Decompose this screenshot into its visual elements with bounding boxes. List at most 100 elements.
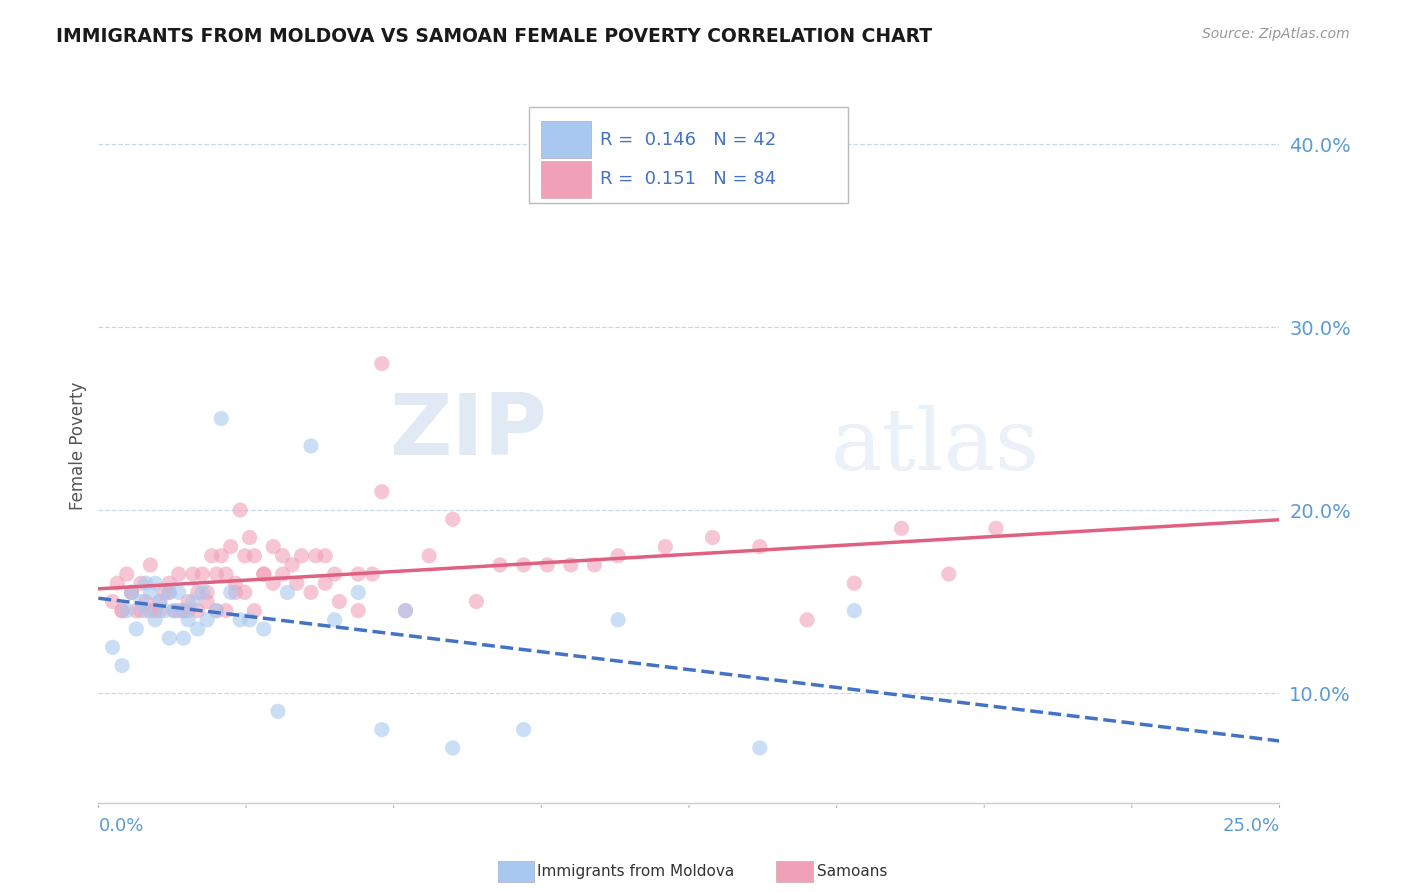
Point [101,640,124,655]
Point [201,549,224,563]
Point [177,613,200,627]
Point [748,740,770,755]
Point [262,540,284,554]
Point [177,594,200,608]
Point [583,558,606,572]
Point [181,594,204,608]
Y-axis label: Female Poverty: Female Poverty [69,382,87,510]
Point [111,658,134,673]
Point [224,585,246,599]
Point [157,585,180,599]
Text: Source: ZipAtlas.com: Source: ZipAtlas.com [1202,27,1350,41]
Point [276,585,298,599]
Point [262,576,284,591]
Point [129,594,152,608]
Point [129,576,152,591]
Point [125,622,148,636]
Text: ZIP: ZIP [389,390,547,474]
Point [115,567,138,582]
Point [181,567,204,582]
Point [233,549,256,563]
FancyBboxPatch shape [541,121,591,159]
Point [209,411,232,425]
Text: Immigrants from Moldova: Immigrants from Moldova [537,864,734,879]
Point [512,723,534,737]
Point [299,439,322,453]
Point [607,549,630,563]
Point [536,558,558,572]
Text: atlas: atlas [831,404,1040,488]
Point [371,357,394,371]
Point [253,567,276,582]
Point [167,585,190,599]
Point [139,585,162,599]
Point [796,613,818,627]
Point [153,585,176,599]
FancyBboxPatch shape [541,161,591,198]
Point [121,585,143,599]
Point [890,521,912,535]
Point [167,567,190,582]
Point [347,567,370,582]
Point [489,558,512,572]
Point [215,604,238,618]
Point [271,549,294,563]
Point [135,594,157,608]
Point [163,604,186,618]
Point [143,576,166,591]
Point [844,604,866,618]
Point [224,576,246,591]
Point [187,622,209,636]
Text: R =  0.146   N = 42: R = 0.146 N = 42 [600,131,776,149]
Point [328,594,350,608]
Point [153,604,176,618]
Point [149,604,172,618]
Point [243,549,266,563]
Point [607,613,630,627]
Point [844,576,866,591]
Point [219,540,242,554]
Point [143,604,166,618]
Point [125,604,148,618]
Point [205,604,228,618]
Point [285,576,308,591]
Point [233,585,256,599]
Point [172,631,194,645]
Point [253,567,276,582]
Point [121,585,143,599]
Text: IMMIGRANTS FROM MOLDOVA VS SAMOAN FEMALE POVERTY CORRELATION CHART: IMMIGRANTS FROM MOLDOVA VS SAMOAN FEMALE… [56,27,932,45]
Point [243,604,266,618]
Point [187,585,209,599]
Point [215,567,238,582]
Text: 25.0%: 25.0% [1222,817,1279,836]
Point [115,604,138,618]
Point [157,631,180,645]
Point [239,613,262,627]
Point [139,604,162,618]
Point [209,549,232,563]
Point [177,604,200,618]
Point [187,604,209,618]
Point [441,512,464,526]
Point [172,604,194,618]
Point [121,585,143,599]
Point [167,604,190,618]
Point [101,594,124,608]
Point [253,622,276,636]
Point [219,585,242,599]
Point [512,558,534,572]
Point [323,567,346,582]
Point [163,604,186,618]
Point [229,503,252,517]
Point [361,567,384,582]
Point [271,567,294,582]
Point [149,594,172,608]
Point [139,558,162,572]
Point [239,531,262,545]
Point [299,585,322,599]
Point [314,576,336,591]
Point [157,585,180,599]
Point [314,549,336,563]
Point [371,484,394,499]
Point [394,604,416,618]
